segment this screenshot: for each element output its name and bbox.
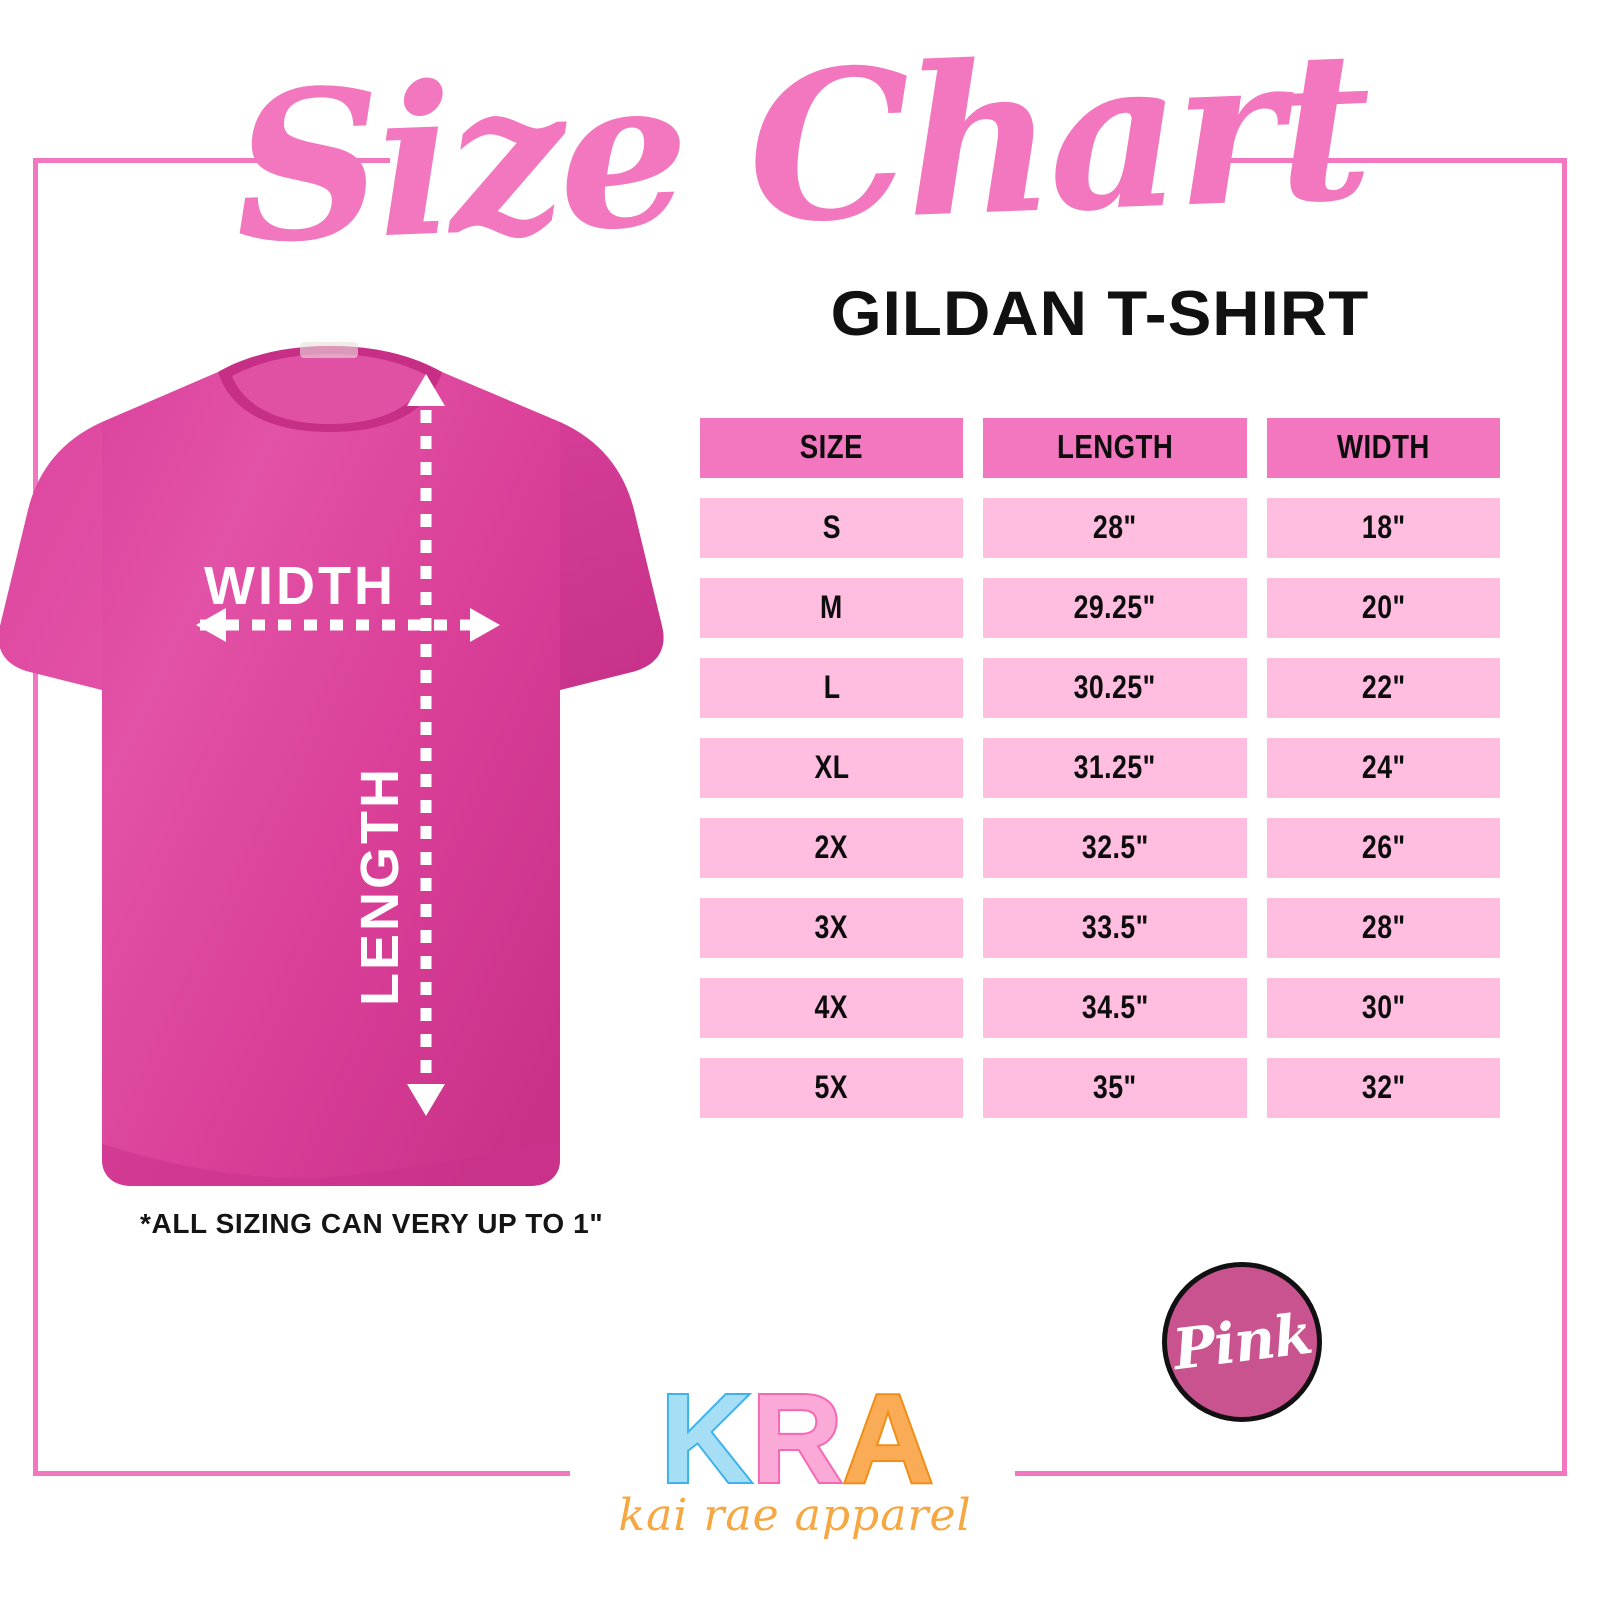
- column-header-length: LENGTH: [983, 418, 1247, 478]
- table-row: S 28" 18": [700, 498, 1500, 558]
- cell-length: 35": [983, 1058, 1247, 1118]
- page-title-script: Size Chart: [229, 6, 1371, 290]
- cell-length: 34.5": [983, 978, 1247, 1038]
- frame-border-left: [33, 158, 38, 1476]
- frame-border-top-right: [1205, 158, 1567, 163]
- color-swatch-pink: Pink: [1162, 1262, 1322, 1422]
- table-row: 4X 34.5" 30": [700, 978, 1500, 1038]
- cell-size: M: [700, 578, 964, 638]
- cell-length: 29.25": [983, 578, 1247, 638]
- cell-width: 32": [1266, 1058, 1500, 1118]
- cell-length: 33.5": [983, 898, 1247, 958]
- cell-width: 26": [1266, 818, 1500, 878]
- cell-length: 30.25": [983, 658, 1247, 718]
- column-header-size: SIZE: [700, 418, 964, 478]
- table-row: 3X 33.5" 28": [700, 898, 1500, 958]
- cell-size: XL: [700, 738, 964, 798]
- svg-text:LENGTH: LENGTH: [350, 766, 410, 1006]
- logo-letter-r: R: [750, 1368, 845, 1509]
- frame-border-bottom-left: [33, 1471, 570, 1476]
- frame-border-right: [1562, 158, 1567, 1476]
- logo-letter-a: A: [841, 1368, 936, 1509]
- table-row: 5X 35" 32": [700, 1058, 1500, 1118]
- logo-letter-k: K: [659, 1368, 754, 1509]
- cell-size: 3X: [700, 898, 964, 958]
- cell-length: 31.25": [983, 738, 1247, 798]
- cell-width: 24": [1266, 738, 1500, 798]
- cell-size: 5X: [700, 1058, 964, 1118]
- brand-tagline: kai rae apparel: [618, 1490, 972, 1541]
- cell-length: 28": [983, 498, 1247, 558]
- cell-size: 4X: [700, 978, 964, 1038]
- tshirt-illustration: WIDTH LENGTH: [0, 320, 680, 1200]
- cell-width: 28": [1266, 898, 1500, 958]
- cell-width: 30": [1266, 978, 1500, 1038]
- color-swatch-label: Pink: [1169, 1300, 1315, 1384]
- frame-border-bottom-right: [1015, 1471, 1567, 1476]
- brand-logo-letters: K R A: [570, 1374, 1020, 1504]
- cell-width: 18": [1266, 498, 1500, 558]
- frame-border-top-left: [33, 158, 390, 163]
- cell-size: S: [700, 498, 964, 558]
- brand-logo: K R A kai rae apparel: [570, 1374, 1020, 1597]
- cell-size: 2X: [700, 818, 964, 878]
- size-chart-table: SIZE LENGTH WIDTH S 28" 18" M 29.25" 20"…: [700, 418, 1500, 1118]
- cell-length: 32.5": [983, 818, 1247, 878]
- table-row: 2X 32.5" 26": [700, 818, 1500, 878]
- table-row: XL 31.25" 24": [700, 738, 1500, 798]
- table-row: M 29.25" 20": [700, 578, 1500, 638]
- table-header-row: SIZE LENGTH WIDTH: [700, 418, 1500, 478]
- cell-size: L: [700, 658, 964, 718]
- svg-text:WIDTH: WIDTH: [204, 556, 396, 616]
- cell-width: 20": [1266, 578, 1500, 638]
- table-row: L 30.25" 22": [700, 658, 1500, 718]
- cell-width: 22": [1266, 658, 1500, 718]
- sizing-disclaimer: *ALL SIZING CAN VERY UP TO 1": [140, 1208, 604, 1239]
- column-header-width: WIDTH: [1266, 418, 1500, 478]
- product-title: GILDAN T-SHIRT: [830, 279, 1370, 349]
